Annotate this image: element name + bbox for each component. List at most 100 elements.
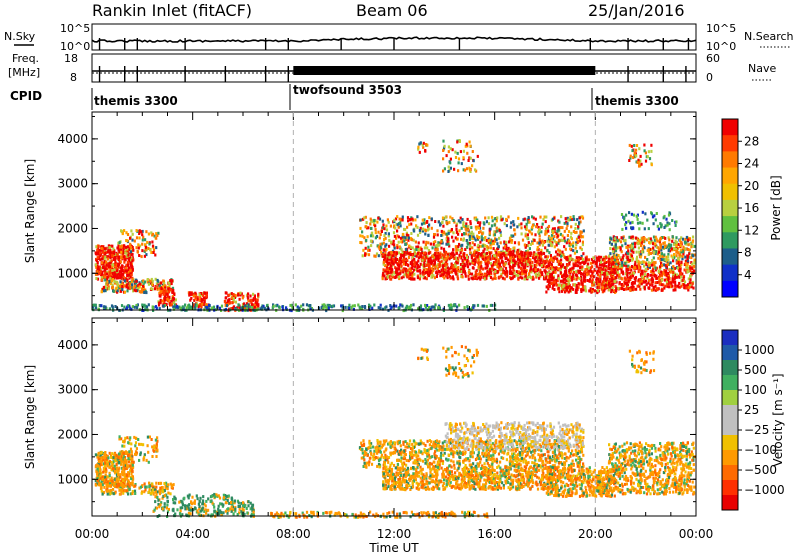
scatter-cell [630,226,633,230]
scatter-cell [665,217,668,221]
scatter-cell [649,283,652,287]
scatter-cell [517,250,520,254]
scatter-cell [445,238,448,242]
scatter-cell [541,239,544,243]
scatter-cell [660,252,663,256]
scatter-cell [596,288,599,292]
scatter-cell [122,249,125,252]
scatter-cell [405,272,408,276]
noise-tick-left-bottom: 10^0 [60,40,90,53]
scatter-cell [151,305,154,309]
scatter-cell [560,279,563,283]
scatter-cell [620,236,623,240]
scatter-cell [560,238,563,242]
scatter-cell [660,225,663,229]
scatter-cell [471,246,474,250]
scatter-cell [194,305,197,309]
scatter-cell [458,255,461,259]
scatter-cell [430,217,433,221]
scatter-cell [172,307,176,311]
scatter-cell [448,267,451,271]
scatter-cell [469,144,472,148]
noise-trace [91,36,697,50]
scatter-cell [656,288,659,292]
scatter-cell [127,270,130,274]
scatter-cell [465,167,469,171]
scatter-cell [133,284,137,288]
scatter-cell [108,275,112,278]
scatter-cell [418,150,421,154]
scatter-cell [566,234,569,237]
scatter-cell [136,306,139,310]
scatter-cell [588,279,591,283]
scatter-cell [604,268,607,272]
scatter-cell [598,275,601,279]
scatter-cell [581,288,584,292]
scatter-cell [187,306,190,310]
scatter-cell [492,247,495,251]
scatter-cell [100,266,103,270]
scatter-cell [383,238,386,241]
scatter-cell [126,246,129,250]
scatter-cell [495,256,498,260]
scatter-cell [653,214,656,218]
scatter-cell [459,251,462,255]
scatter-cell [412,277,415,281]
scatter-cell [691,240,694,244]
scatter-cell [564,281,567,285]
scatter-cell [434,265,437,269]
scatter-cell [133,288,136,292]
scatter-cell [622,272,625,276]
scatter-cell [106,277,109,281]
scatter-cell [617,261,620,265]
scatter-cell [531,241,534,245]
scatter-cell [244,304,247,308]
scatter-cell [638,281,641,285]
scatter-cell [141,229,144,233]
scatter-cell [640,260,643,264]
scatter-cell [565,285,568,289]
scatter-cell [140,230,143,234]
scatter-cell [566,274,569,278]
scatter-cell [499,256,502,260]
scatter-cell [419,304,423,308]
scatter-cell [150,287,153,291]
scatter-cell [572,249,575,253]
scatter-cell [503,222,506,226]
scatter-cell [371,306,374,310]
scatter-cell [456,256,459,260]
scatter-cell [401,232,404,236]
scatter-cell [138,229,141,233]
scatter-cell [449,157,452,161]
scatter-cell [131,278,134,282]
scatter-cell [382,226,385,230]
scatter-cell [468,241,471,245]
scatter-cell [97,252,100,256]
scatter-cell [637,242,640,246]
scatter-cell [387,234,390,238]
scatter-cell [415,252,418,256]
scatter-cell [577,225,580,229]
scatter-cell [117,272,120,276]
scatter-cell [582,229,585,233]
scatter-cell [559,226,562,229]
scatter-cell [436,266,439,270]
scatter-cell [651,215,655,219]
scatter-cell [582,252,585,256]
scatter-cell [610,290,613,294]
scatter-cell [650,270,653,274]
scatter-cell [666,282,669,286]
scatter-cell [456,272,459,276]
scatter-cell [248,305,251,309]
scatter-cell [465,222,468,226]
scatter-cell [634,242,637,246]
scatter-cell [586,264,589,268]
scatter-cell [410,232,413,235]
scatter-cell [507,246,510,250]
scatter-cell [383,256,386,259]
scatter-cell [439,255,442,259]
scatter-cell [647,250,651,254]
scatter-cell [593,281,596,285]
scatter-cell [367,248,370,252]
scatter-cell [664,284,667,288]
